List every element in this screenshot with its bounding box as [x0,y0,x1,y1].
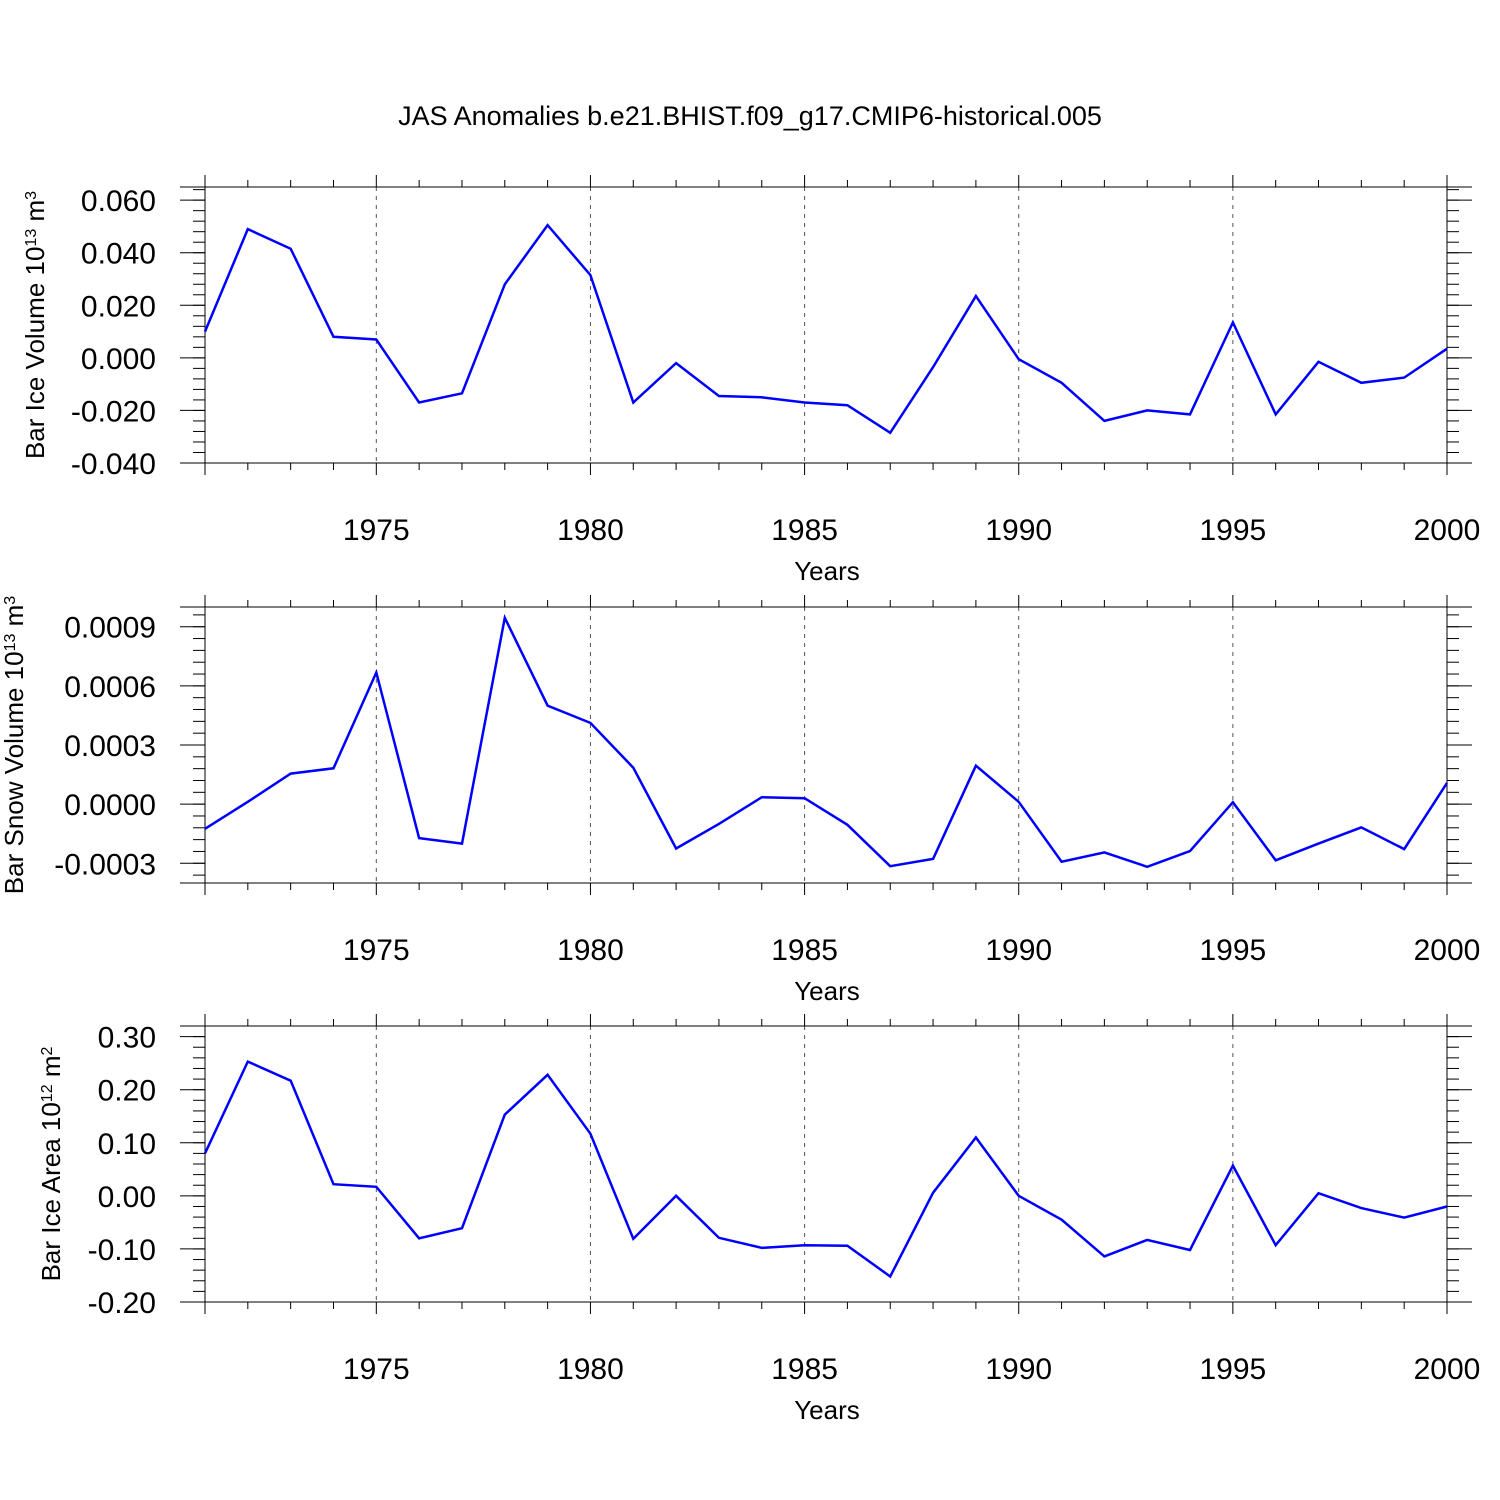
x-tick-label: 1975 [343,934,410,967]
x-tick-label: 1975 [343,1353,410,1386]
y-axis-label-part: m [20,200,50,229]
y-tick-label: 0.000 [81,343,156,376]
y-tick-label: 0.10 [98,1128,156,1161]
y-axis-label-part: Bar Ice Volume 10 [20,247,50,459]
chart-panel-1: -0.040 -0.020 0.000 0.020 0.040 0.060 1975 1980… [20,175,1480,586]
x-axis-label: Years [794,1395,860,1425]
x-tick-label: 1985 [771,934,838,967]
y-axis-label-part: Bar Snow Volume 10 [0,651,29,894]
x-tick-label: 1980 [557,514,624,547]
x-tick-label: 2000 [1414,934,1481,967]
series-line [204,613,1449,869]
y-tick-label: 0.20 [98,1075,156,1108]
y-axis-label: Bar Snow Volume 1013 m3 [0,596,29,895]
y-axis-label-superscript: 2 [39,1046,56,1055]
y-tick-label: 0.0009 [64,612,156,645]
y-axis-label-superscript: 13 [2,633,19,651]
y-tick-label: 0.020 [81,290,156,323]
x-tick-label: 1980 [557,1353,624,1386]
figure-title: JAS Anomalies b.e21.BHIST.f09_g17.CMIP6-… [398,101,1102,131]
x-tick-label: 2000 [1414,514,1481,547]
y-tick-label: -0.0003 [54,848,156,881]
x-axis-label: Years [794,556,860,586]
y-axis-label: Bar Ice Area 1012 m2 [36,1046,66,1281]
x-tick-label: 1990 [985,1353,1052,1386]
x-tick-label: 1995 [1199,934,1266,967]
x-tick-label: 1990 [985,934,1052,967]
y-axis-label-part: m [0,605,29,634]
chart-panel-3: -0.20 -0.10 0.00 0.10 0.20 0.30 1975 1980 1985 19… [36,1014,1480,1425]
y-axis-label-superscript: 3 [23,191,40,200]
x-tick-label: 1995 [1199,1353,1266,1386]
y-axis-label-part: m [36,1055,66,1084]
x-tick-label: 2000 [1414,1353,1481,1386]
y-axis-label-superscript: 3 [2,596,19,605]
x-tick-label: 1995 [1199,514,1266,547]
y-tick-label: -0.040 [71,448,156,481]
x-tick-label: 1990 [985,514,1052,547]
y-tick-label: 0.040 [81,238,156,271]
panels: -0.040 -0.020 0.000 0.020 0.040 0.060 1975 1980… [0,175,1480,1425]
y-tick-label: 0.00 [98,1181,156,1214]
x-tick-label: 1985 [771,514,838,547]
y-tick-label: -0.020 [71,395,156,428]
x-axis-label: Years [794,976,860,1006]
y-tick-label: 0.0000 [64,789,156,822]
y-tick-label: 0.0006 [64,671,156,704]
y-tick-label: 0.0003 [64,730,156,763]
y-axis-label-superscript: 13 [23,229,40,247]
y-tick-label: -0.10 [88,1234,156,1267]
series-line [203,223,1448,435]
x-tick-label: 1980 [557,934,624,967]
y-axis-label-superscript: 12 [39,1084,56,1102]
series-line [203,1059,1448,1279]
y-tick-label: 0.060 [81,185,156,218]
y-axis-label-part: Bar Ice Area 10 [36,1102,66,1281]
y-tick-label: 0.30 [98,1022,156,1055]
x-tick-label: 1975 [343,514,410,547]
y-axis-label: Bar Ice Volume 1013 m3 [20,191,50,459]
y-tick-label: -0.20 [88,1287,156,1320]
chart-panel-2: -0.0003 0.0000 0.0003 0.0006 0.0009 1975 1980 1… [0,595,1480,1006]
x-tick-label: 1985 [771,1353,838,1386]
